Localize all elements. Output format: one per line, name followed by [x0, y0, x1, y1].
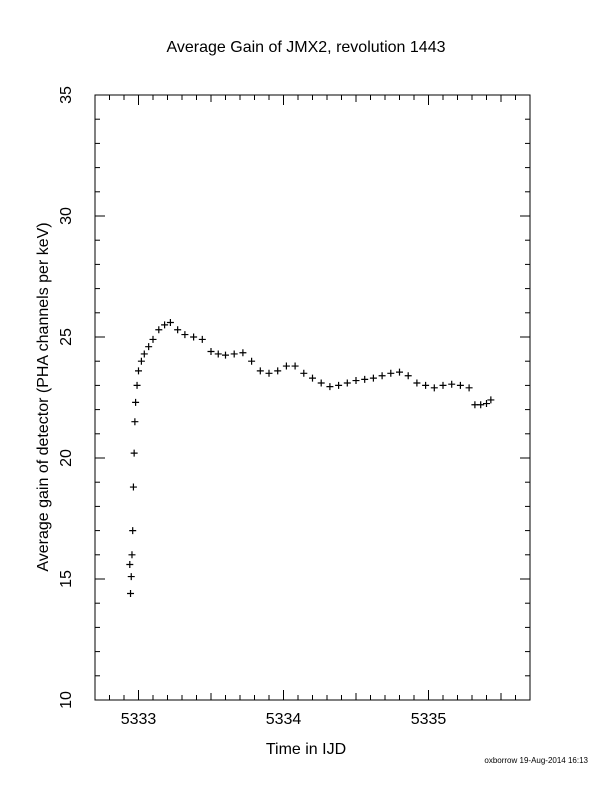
- y-tick-label: 30: [58, 207, 75, 225]
- data-point: [369, 374, 377, 382]
- data-point: [128, 551, 136, 559]
- data-point: [190, 333, 198, 341]
- data-point: [126, 560, 134, 568]
- data-point: [265, 369, 273, 377]
- data-point: [456, 381, 464, 389]
- data-point: [343, 379, 351, 387]
- data-point: [282, 362, 290, 370]
- data-point: [487, 396, 495, 404]
- data-point: [274, 367, 282, 375]
- data-point: [137, 357, 145, 365]
- axis-ticks: [94, 94, 531, 701]
- data-point: [430, 384, 438, 392]
- data-point: [352, 377, 360, 385]
- data-point: [214, 350, 222, 358]
- chart-title: Average Gain of JMX2, revolution 1443: [167, 39, 446, 56]
- data-point: [222, 351, 229, 359]
- x-tick-label: 5333: [121, 711, 157, 728]
- data-point: [335, 381, 343, 389]
- footer-credit: oxborrow 19-Aug-2014 16:13: [484, 756, 588, 765]
- data-points: [126, 318, 495, 598]
- data-point: [378, 372, 386, 380]
- data-point: [291, 362, 299, 370]
- x-tick-label: 5334: [266, 711, 302, 728]
- data-point: [448, 380, 456, 388]
- data-point: [127, 590, 135, 598]
- data-point: [145, 343, 153, 351]
- data-point: [396, 368, 403, 376]
- data-point: [140, 350, 148, 358]
- x-tick-label: 5335: [411, 711, 447, 728]
- x-axis-label: Time in IJD: [266, 741, 346, 758]
- data-point: [133, 381, 141, 389]
- data-point: [300, 369, 308, 377]
- data-point: [387, 369, 395, 377]
- y-axis-label: Average gain of detector (PHA channels p…: [35, 222, 52, 571]
- data-point: [404, 372, 412, 380]
- data-point: [309, 374, 316, 382]
- data-point: [439, 381, 447, 389]
- plot-frame: [94, 94, 531, 701]
- data-point: [317, 379, 325, 387]
- data-point: [198, 335, 206, 343]
- data-point: [230, 350, 238, 358]
- y-tick-label: 15: [58, 570, 75, 588]
- data-point: [166, 318, 174, 326]
- data-point: [135, 367, 142, 375]
- data-point: [130, 449, 138, 457]
- data-point: [207, 348, 215, 356]
- y-tick-label: 25: [58, 328, 75, 346]
- data-point: [127, 573, 135, 581]
- y-tick-label: 35: [58, 86, 75, 104]
- data-point: [129, 527, 137, 535]
- data-point: [248, 357, 256, 365]
- data-point: [174, 326, 182, 334]
- data-point: [181, 331, 189, 339]
- y-tick-label: 10: [58, 691, 75, 709]
- tick-labels: 5333 5334 5335 10 15 20 25 30 35: [58, 86, 446, 728]
- data-point: [256, 367, 264, 375]
- data-point: [326, 383, 334, 391]
- data-point: [239, 349, 247, 357]
- data-point: [161, 321, 169, 329]
- data-point: [131, 418, 139, 426]
- data-point: [477, 401, 485, 409]
- data-point: [155, 326, 163, 334]
- data-point: [413, 379, 421, 387]
- data-point: [149, 335, 157, 343]
- data-point: [129, 483, 137, 491]
- data-point: [422, 381, 430, 389]
- data-point: [465, 384, 473, 392]
- data-point: [132, 398, 140, 406]
- data-point: [361, 375, 369, 383]
- data-point: [483, 400, 490, 408]
- y-tick-label: 20: [58, 449, 75, 467]
